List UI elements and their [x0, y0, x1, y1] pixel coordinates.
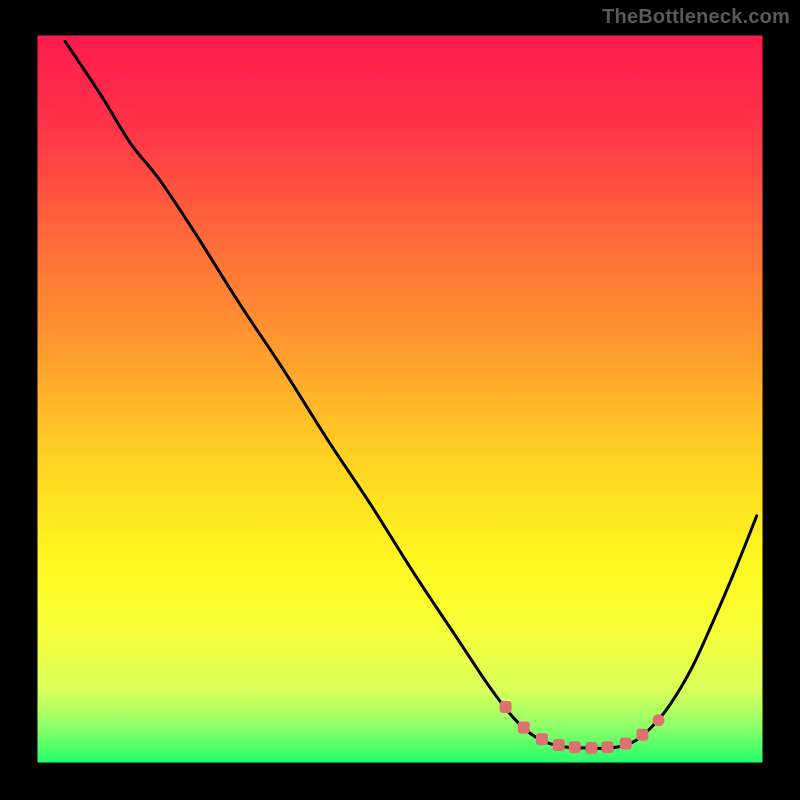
bottleneck-chart	[0, 0, 800, 800]
curve-marker	[569, 741, 581, 753]
curve-marker	[601, 741, 613, 753]
curve-marker	[500, 701, 512, 713]
plot-background	[36, 34, 764, 764]
chart-container: TheBottleneck.com	[0, 0, 800, 800]
curve-marker	[620, 738, 632, 750]
curve-marker	[585, 742, 597, 754]
curve-marker	[636, 729, 648, 741]
curve-marker	[652, 714, 664, 726]
curve-marker	[553, 739, 565, 751]
watermark-text: TheBottleneck.com	[602, 6, 790, 29]
curve-marker	[518, 722, 530, 734]
curve-marker	[536, 733, 548, 745]
